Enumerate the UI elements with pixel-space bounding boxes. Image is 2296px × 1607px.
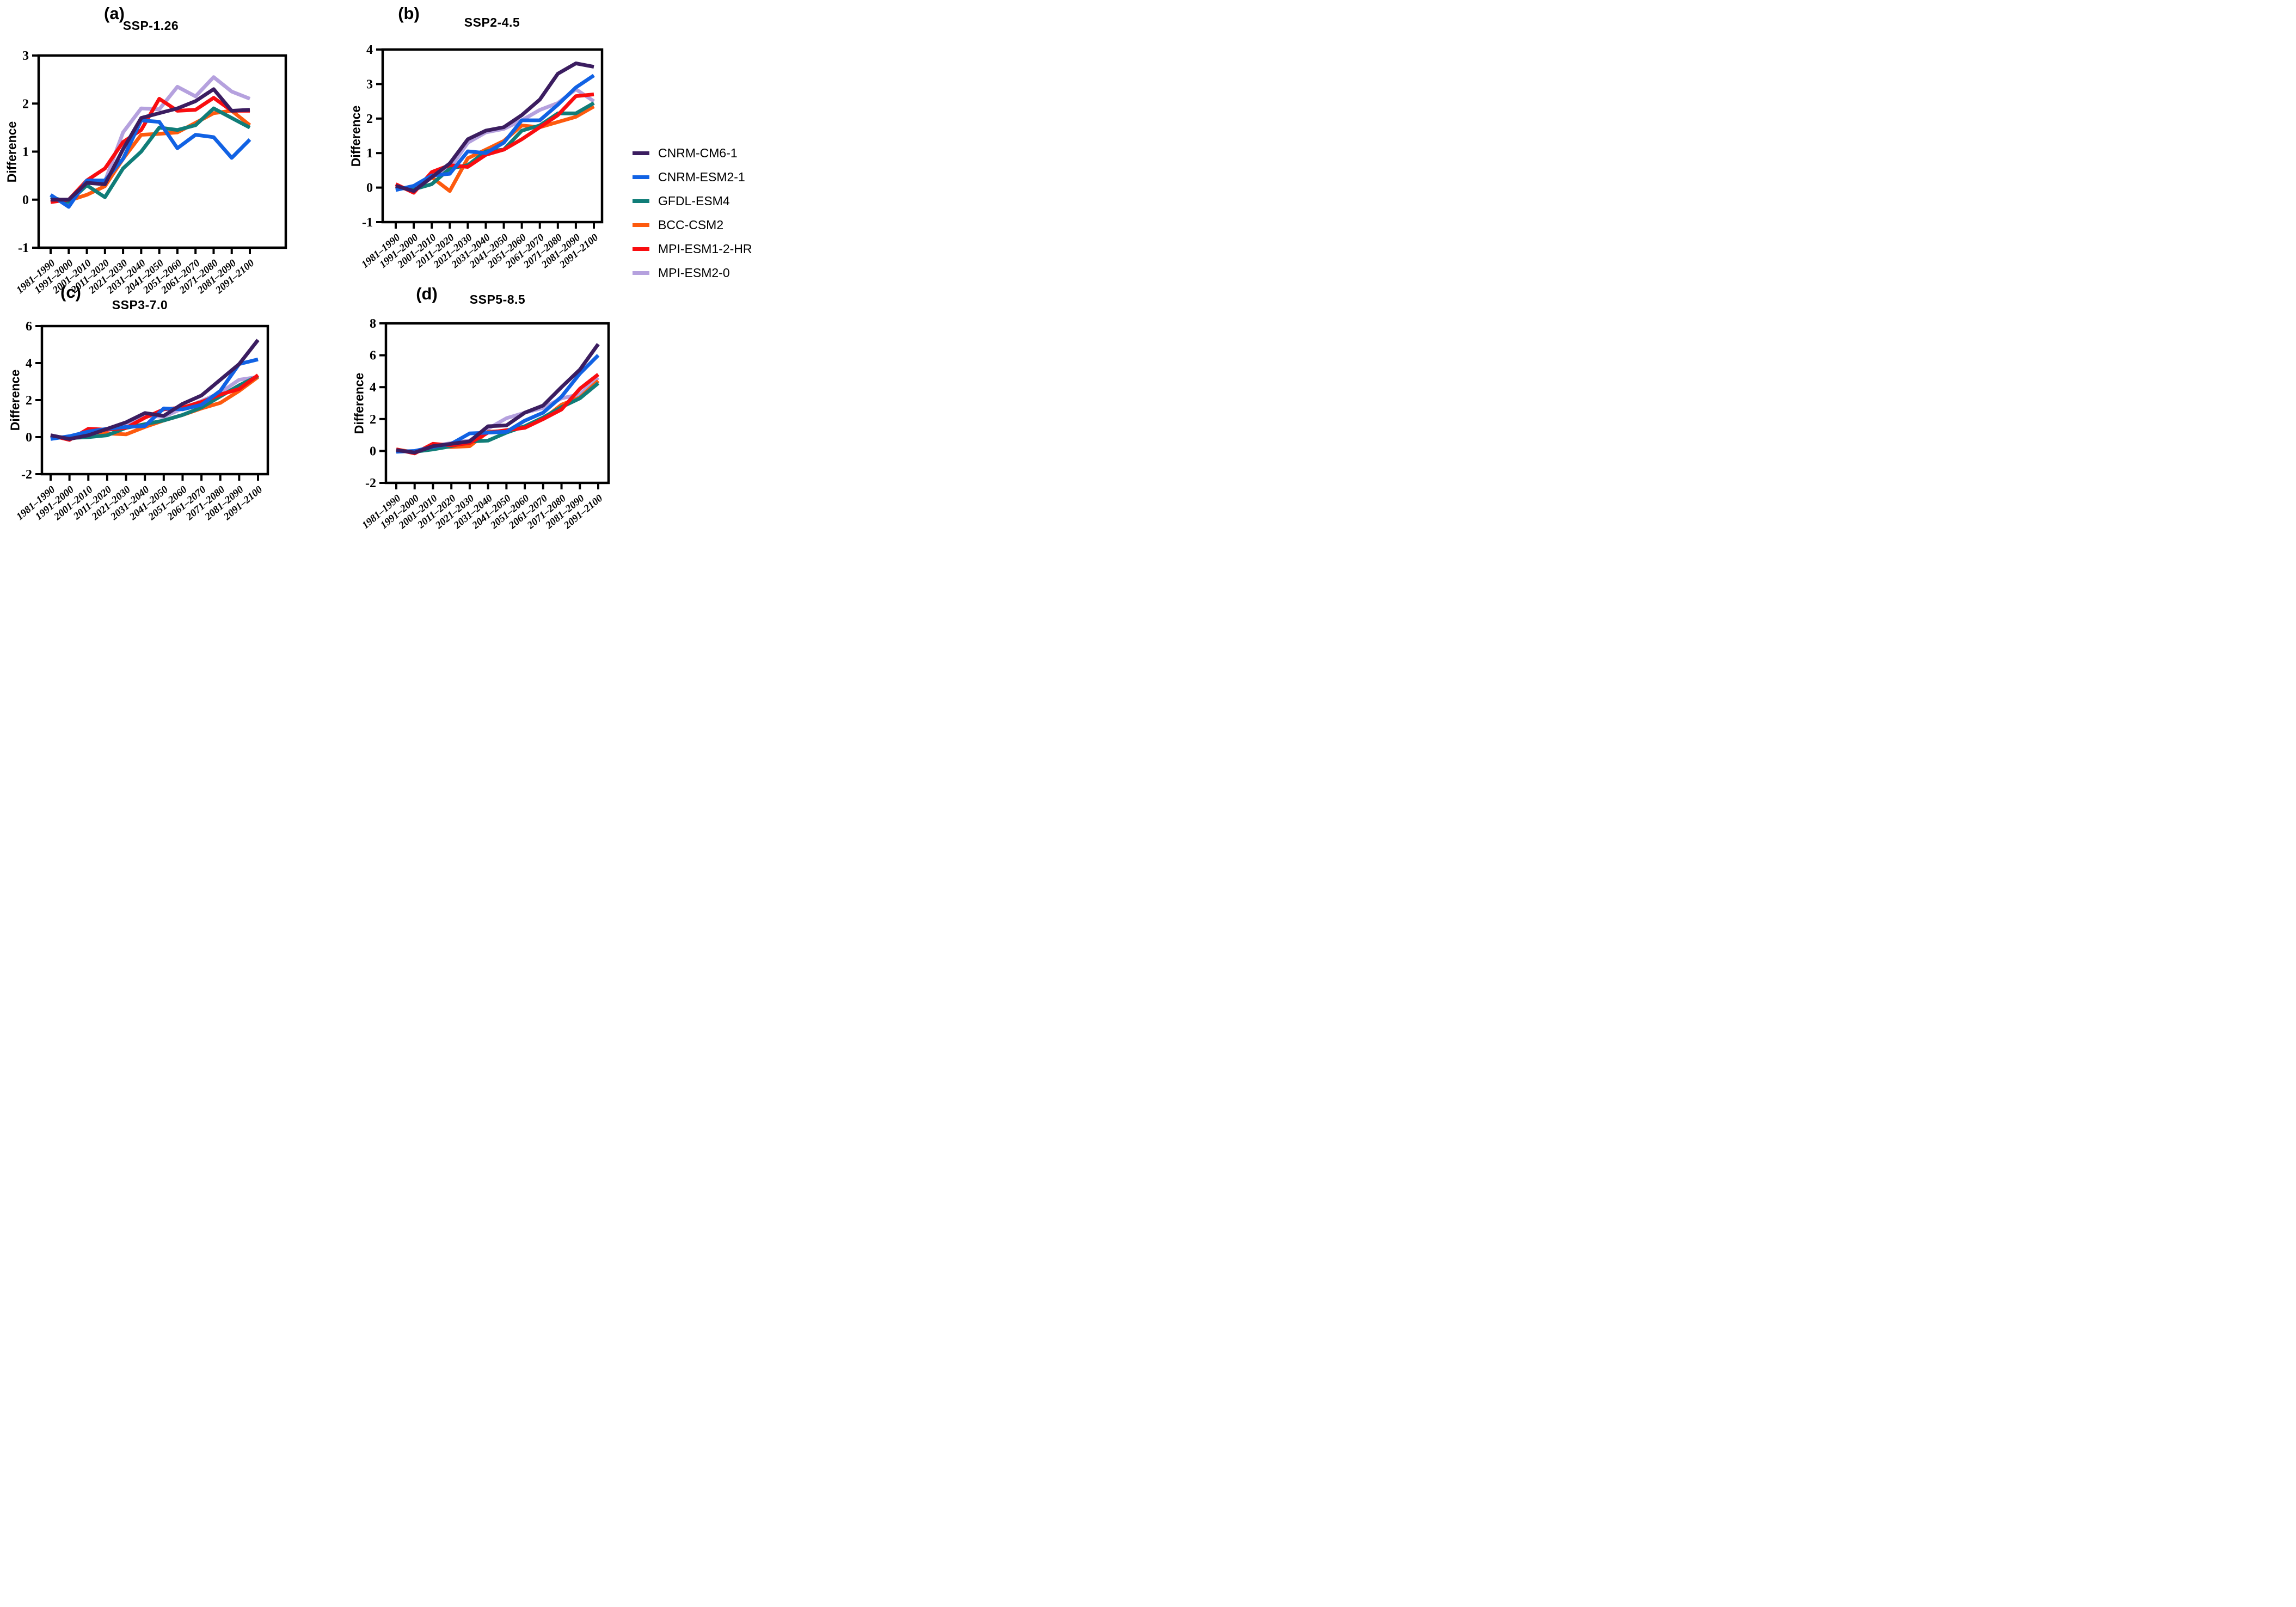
series-line-gfdl-esm4 [50, 374, 259, 440]
panel-letter-b: (b) [398, 4, 420, 23]
legend-item: CNRM-ESM2-1 [633, 169, 752, 184]
series-line-mpi-esm2-0 [395, 87, 595, 192]
panel-letter-d: (d) [416, 284, 438, 303]
chart-a: 3210-11981–19901991–20002001–20102011–20… [14, 49, 287, 296]
legend-item: BCC-CSM2 [633, 217, 752, 232]
y-axis-label-d: Difference [352, 372, 366, 434]
legend-swatch-cnrm-cm6-1 [633, 151, 649, 155]
series-line-gfdl-esm4 [396, 382, 600, 454]
plot-frame [384, 322, 610, 484]
y-tick-label: -2 [365, 476, 376, 490]
legend-item: CNRM-CM6-1 [633, 145, 752, 160]
y-tick-label: 0 [366, 181, 373, 195]
y-tick-label: 1 [22, 145, 29, 160]
series-line-cnrm-cm6-1 [396, 343, 600, 455]
chart-c: 6420-21981–19901991–20002001–20102011–20… [14, 320, 269, 523]
legend-item: GFDL-ESM4 [633, 193, 752, 208]
plot-frame [37, 54, 287, 249]
legend-label: BCC-CSM2 [658, 217, 724, 232]
plot-frame [381, 48, 604, 224]
y-axis-label-c: Difference [8, 369, 22, 431]
series-line-cnrm-cm6-1 [395, 62, 594, 193]
y-tick-label: 3 [366, 77, 373, 91]
legend-label: CNRM-CM6-1 [658, 145, 738, 160]
series-line-cnrm-esm2-1 [50, 357, 259, 441]
series-line-cnrm-cm6-1 [50, 339, 260, 441]
series-line-cnrm-esm2-1 [395, 73, 595, 192]
legend-label: GFDL-ESM4 [658, 193, 730, 208]
y-tick-label: 0 [26, 431, 32, 445]
legend-label: MPI-ESM2-0 [658, 265, 730, 280]
y-tick-label: 4 [26, 357, 32, 371]
legend-swatch-cnrm-esm2-1 [633, 175, 649, 179]
chart-d: 86420-21981–19901991–20002001–20102011–2… [360, 317, 610, 531]
figure-canvas: 3 2 1 0 -1 1981–1990 1991–2000 2001–2010 2011–20… [0, 0, 765, 536]
legend-label: CNRM-ESM2-1 [658, 169, 745, 184]
y-tick-label: 1 [366, 146, 373, 161]
y-tick-label: -2 [21, 468, 32, 482]
series-line-mpi-esm1-2-hr [50, 373, 260, 442]
plot-frame [40, 324, 269, 476]
panel-letter-a: (a) [104, 4, 125, 23]
panel-title-c: SSP3-7.0 [112, 298, 168, 312]
y-tick-label: -1 [362, 216, 373, 230]
y-axis-label-b: Difference [348, 105, 363, 167]
legend-swatch-mpi-esm2-0 [633, 271, 649, 275]
series-line-bcc-csm2 [50, 109, 251, 203]
legend-label: MPI-ESM1-2-HR [658, 241, 752, 256]
legend-swatch-gfdl-esm4 [633, 199, 649, 203]
y-tick-label: 4 [370, 381, 376, 395]
series-line-cnrm-cm6-1 [51, 87, 250, 202]
y-tick-label: 4 [366, 43, 373, 57]
y-axis-label-a: Difference [4, 121, 19, 183]
legend: CNRM-CM6-1 CNRM-ESM2-1 GFDL-ESM4 BCC-CSM… [633, 145, 752, 291]
y-tick-label: 2 [26, 394, 32, 408]
y-tick-label: 2 [366, 112, 373, 126]
panel-letter-c: (c) [60, 283, 81, 302]
y-tick-label: 6 [370, 349, 376, 363]
series-line-mpi-esm2-0 [50, 375, 259, 440]
charts-svg: 3210-11981–19901991–20002001–20102011–20… [14, 43, 610, 531]
chart-b: 43210-11981–19901991–20002001–20102011–2… [359, 43, 604, 271]
panel-title-b: SSP2-4.5 [464, 15, 520, 29]
legend-swatch-mpi-esm1-2-hr [633, 247, 649, 251]
y-tick-label: -1 [18, 241, 29, 255]
y-tick-label: 0 [370, 444, 376, 458]
legend-swatch-bcc-csm2 [633, 223, 649, 227]
legend-item: MPI-ESM1-2-HR [633, 241, 752, 256]
y-tick-label: 2 [370, 413, 376, 427]
panel-title-d: SSP5-8.5 [469, 292, 526, 306]
y-tick-label: 3 [22, 49, 29, 63]
panel-title-a: SSP-1.26 [122, 19, 179, 33]
legend-item: MPI-ESM2-0 [633, 265, 752, 280]
y-tick-label: 0 [22, 193, 29, 207]
y-tick-label: 2 [22, 97, 29, 111]
y-tick-label: 8 [370, 317, 376, 331]
y-tick-label: 6 [26, 320, 32, 334]
